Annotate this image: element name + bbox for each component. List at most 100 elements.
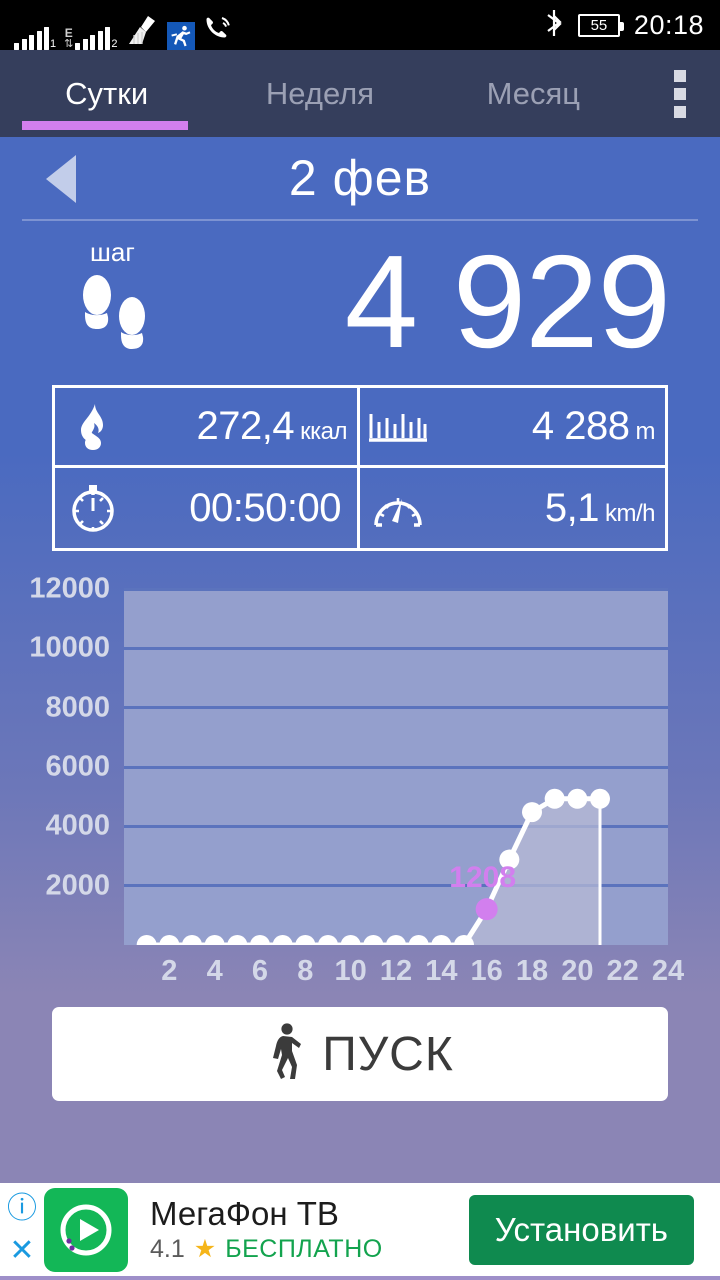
speedometer-icon	[360, 485, 436, 531]
chart-data-point[interactable]	[227, 935, 248, 945]
more-options-icon[interactable]	[640, 50, 720, 137]
chart-data-point[interactable]	[272, 935, 293, 945]
chart-data-point[interactable]	[318, 935, 338, 945]
steps-summary: шаг 4 929	[0, 221, 720, 375]
chart-highlight-label: 1208	[449, 861, 516, 894]
steps-label: шаг	[90, 237, 135, 267]
ad-side-controls: ⓘ ✕	[0, 1183, 44, 1276]
current-date: 2 фев	[288, 150, 432, 206]
ad-banner[interactable]: ⓘ ✕ МегаФон ТВ 4.1 ★ БЕСПЛАТНО Установит…	[0, 1183, 720, 1276]
chart-gridline	[124, 646, 668, 650]
install-button[interactable]: Установить	[468, 1194, 694, 1265]
chart-x-tick-label: 10	[334, 955, 367, 987]
star-icon: ★	[193, 1235, 217, 1263]
chart-x-tick-label: 8	[297, 955, 314, 987]
steps-chart[interactable]: 2000 4000 6000 8000 10000 12000 2 4 6 8 10 12 14 16 1…	[0, 573, 720, 993]
chart-data-point[interactable]	[522, 802, 542, 823]
chart-data-point[interactable]	[204, 935, 225, 945]
chart-x-tick-label: 12	[379, 955, 413, 987]
chart-gridline	[124, 884, 668, 888]
chart-gridline	[124, 587, 668, 591]
battery-level: 55	[590, 16, 608, 34]
chart-x-tick-label: 2	[161, 955, 178, 987]
sim1-label: 1	[50, 38, 57, 50]
speed-unit: km/h	[604, 499, 656, 527]
edge-letter: E	[64, 26, 73, 40]
start-button-label: ПУСК	[322, 1027, 454, 1081]
sim2-label: 2	[111, 38, 118, 50]
broom-cleaner-icon	[125, 15, 159, 50]
flame-icon	[55, 403, 131, 451]
stat-duration: 00:50:00	[55, 468, 360, 548]
tab-day-label: Сутки	[65, 75, 149, 111]
chart-gridline	[124, 824, 668, 828]
chart-data-point[interactable]	[136, 935, 157, 945]
chart-data-point[interactable]	[454, 935, 474, 945]
info-icon[interactable]: ⓘ	[7, 1191, 37, 1225]
chart-data-point[interactable]	[295, 935, 316, 945]
chart-y-tick-label: 8000	[45, 691, 110, 724]
chart-y-tick-label: 10000	[29, 631, 110, 664]
chart-series-layer: 1208	[136, 788, 610, 945]
chart-data-point[interactable]	[544, 788, 565, 809]
chart-area-fill	[464, 798, 600, 945]
tab-day[interactable]: Сутки	[0, 50, 213, 137]
runner-pedometer-icon	[167, 22, 196, 50]
chart-x-tick-label: 16	[470, 955, 503, 987]
tab-week-label: Неделя	[265, 75, 375, 111]
ad-price: БЕСПЛАТНО	[225, 1235, 383, 1263]
chart-data-point[interactable]	[567, 788, 588, 809]
walking-person-icon	[266, 1022, 306, 1086]
updown-arrows-icon: ⇅	[64, 38, 74, 50]
play-circle-icon	[44, 1187, 128, 1272]
chart-data-point[interactable]	[408, 935, 429, 945]
header-divider	[22, 219, 698, 221]
tab-bar: Сутки Неделя Месяц	[0, 50, 720, 137]
chart-y-axis: 2000 4000 6000 8000 10000 12000	[0, 573, 118, 945]
clock-time: 20:18	[633, 9, 704, 40]
ad-text-block: МегаФон ТВ 4.1 ★ БЕСПЛАТНО	[150, 1195, 383, 1264]
chart-y-tick-label: 2000	[45, 869, 110, 902]
chart-highlight-point[interactable]	[475, 898, 498, 921]
install-button-label: Установить	[494, 1210, 668, 1248]
chart-data-point[interactable]	[250, 935, 270, 945]
stat-distance: 4 288 m	[360, 388, 665, 468]
signal-bars-sim1-icon: 1	[14, 26, 56, 50]
chart-x-tick-label: 6	[251, 955, 269, 987]
chart-data-point[interactable]	[340, 935, 361, 945]
stats-grid: 272,4 ккал 4 288 m	[52, 385, 668, 551]
stat-speed: 5,1 km/h	[360, 468, 665, 548]
footprints-icon	[76, 269, 164, 353]
ad-meta: 4.1 ★ БЕСПЛАТНО	[150, 1235, 383, 1264]
chart-data-point[interactable]	[159, 935, 180, 945]
app-content: 2 фев шаг 4 929 272,4 ккал	[0, 137, 720, 1183]
chart-data-point[interactable]	[363, 935, 384, 945]
chart-x-tick-label: 24	[651, 955, 685, 987]
chart-data-point[interactable]	[431, 935, 452, 945]
chart-data-point[interactable]	[386, 935, 406, 945]
stopwatch-icon	[55, 483, 131, 533]
edge-network-icon: E ⇅ 2	[64, 26, 117, 50]
phone-sound-icon	[203, 15, 233, 50]
stat-calories: 272,4 ккал	[55, 388, 360, 468]
bottom-strip	[0, 1276, 720, 1280]
active-tab-indicator	[22, 121, 188, 130]
chart-y-tick-label: 12000	[29, 572, 110, 605]
chart-data-point[interactable]	[590, 788, 610, 809]
close-icon[interactable]: ✕	[9, 1233, 35, 1267]
chart-line	[146, 796, 600, 945]
calories-value: 272,4	[196, 404, 295, 448]
bluetooth-icon	[544, 9, 564, 42]
previous-day-button[interactable]	[38, 155, 84, 203]
chart-data-point[interactable]	[182, 935, 202, 945]
calories-unit: ккал	[300, 418, 347, 445]
chart-data-point[interactable]	[499, 849, 520, 870]
status-bar: 1 E ⇅ 2	[0, 0, 720, 50]
start-button[interactable]: ПУСК	[52, 1007, 668, 1101]
ruler-icon	[360, 408, 436, 446]
tab-week[interactable]: Неделя	[213, 50, 426, 137]
chart-x-tick-label: 14	[425, 955, 458, 987]
tab-month[interactable]: Месяц	[427, 50, 640, 137]
battery-icon: 55	[577, 13, 624, 37]
triangle-left-icon	[46, 155, 76, 203]
